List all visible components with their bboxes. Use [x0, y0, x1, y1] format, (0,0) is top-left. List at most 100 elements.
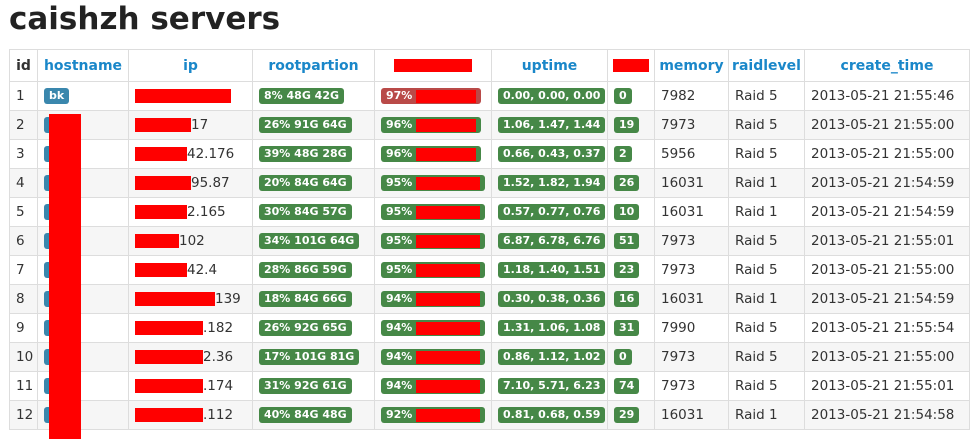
cell-disk: 95%: [374, 255, 492, 285]
cell-id: 7: [9, 255, 38, 285]
cell-rootpartion: 20% 84G 64G: [252, 168, 375, 198]
cell-id: 11: [9, 371, 38, 401]
cell-ip: 42.176: [128, 139, 253, 169]
disk-badge: 95%: [381, 204, 486, 220]
cell-memory: 7973: [654, 110, 729, 140]
cell-disk: 95%: [374, 168, 492, 198]
cell-rootpartion: 26% 91G 64G: [252, 110, 375, 140]
redaction-bar: [135, 205, 187, 219]
disk-badge: 94%: [381, 349, 486, 365]
procs-badge: 51: [614, 233, 640, 249]
cell-create-time: 2013-05-21 21:54:59: [804, 284, 970, 314]
cell-ip: .112: [128, 400, 253, 430]
redaction-bar: [416, 263, 481, 277]
cell-ip: 17: [128, 110, 253, 140]
header-ip[interactable]: ip: [128, 49, 253, 82]
cell-disk: 96%: [374, 139, 492, 169]
uptime-badge: 0.00, 0.00, 0.00: [498, 88, 606, 104]
cell-create-time: 2013-05-21 21:55:01: [804, 371, 970, 401]
cell-create-time: 2013-05-21 21:54:58: [804, 400, 970, 430]
cell-memory: 16031: [654, 284, 729, 314]
cell-raidlevel: Raid 1: [728, 197, 805, 227]
header-redacted-1[interactable]: [374, 49, 492, 82]
cell-procs: 16: [607, 284, 655, 314]
uptime-badge: 7.10, 5.71, 6.23: [498, 378, 606, 394]
redaction-bar: [416, 408, 481, 422]
cell-raidlevel: Raid 1: [728, 284, 805, 314]
uptime-badge: 0.30, 0.38, 0.36: [498, 291, 606, 307]
cell-raidlevel: Raid 5: [728, 226, 805, 256]
cell-raidlevel: Raid 5: [728, 255, 805, 285]
header-rootpartion[interactable]: rootpartion: [252, 49, 375, 82]
cell-raidlevel: Raid 1: [728, 168, 805, 198]
cell-uptime: 0.66, 0.43, 0.37: [491, 139, 608, 169]
redaction-bar: [135, 234, 179, 248]
uptime-badge: 0.66, 0.43, 0.37: [498, 146, 606, 162]
rootpartion-badge: 26% 92G 65G: [259, 320, 352, 336]
disk-badge: 96%: [381, 117, 482, 133]
cell-uptime: 1.18, 1.40, 1.51: [491, 255, 608, 285]
cell-memory: 16031: [654, 197, 729, 227]
rootpartion-badge: 20% 84G 64G: [259, 175, 352, 191]
cell-create-time: 2013-05-21 21:55:00: [804, 139, 970, 169]
cell-memory: 7973: [654, 255, 729, 285]
cell-hostname: bk: [37, 81, 129, 111]
cell-disk: 94%: [374, 313, 492, 343]
redaction-bar: [135, 350, 203, 364]
cell-create-time: 2013-05-21 21:55:00: [804, 110, 970, 140]
disk-badge: 96%: [381, 146, 482, 162]
redaction-bar: [135, 263, 187, 277]
cell-procs: 31: [607, 313, 655, 343]
header-raidlevel[interactable]: raidlevel: [728, 49, 805, 82]
cell-raidlevel: Raid 5: [728, 139, 805, 169]
redaction-bar: [135, 118, 191, 132]
cell-id: 6: [9, 226, 38, 256]
disk-badge: 94%: [381, 378, 486, 394]
header-uptime[interactable]: uptime: [491, 49, 608, 82]
cell-rootpartion: 31% 92G 61G: [252, 371, 375, 401]
cell-procs: 19: [607, 110, 655, 140]
cell-rootpartion: 26% 92G 65G: [252, 313, 375, 343]
header-id[interactable]: id: [9, 49, 38, 82]
page-title: caishzh servers: [9, 1, 281, 37]
table-row: 1 bk 8% 48G 42G 97% 0.00, 0.00, 0.00 0 7982 Ra…: [9, 81, 970, 111]
disk-badge: 95%: [381, 175, 486, 191]
rootpartion-badge: 31% 92G 61G: [259, 378, 352, 394]
cell-ip: .174: [128, 371, 253, 401]
redaction-bar: [416, 176, 481, 190]
header-memory[interactable]: memory: [654, 49, 729, 82]
uptime-badge: 6.87, 6.78, 6.76: [498, 233, 606, 249]
redaction-bar: [394, 59, 472, 72]
cell-disk: 96%: [374, 110, 492, 140]
header-create-time[interactable]: create_time: [804, 49, 970, 82]
cell-create-time: 2013-05-21 21:54:59: [804, 197, 970, 227]
rootpartion-badge: 8% 48G 42G: [259, 88, 345, 104]
disk-badge: 94%: [381, 291, 486, 307]
disk-badge: 94%: [381, 320, 486, 336]
cell-raidlevel: Raid 5: [728, 81, 805, 111]
uptime-badge: 0.86, 1.12, 1.02: [498, 349, 606, 365]
cell-memory: 7973: [654, 371, 729, 401]
redaction-bar: [416, 205, 481, 219]
cell-id: 12: [9, 400, 38, 430]
cell-memory: 5956: [654, 139, 729, 169]
rootpartion-badge: 18% 84G 66G: [259, 291, 352, 307]
hostname-link[interactable]: bk: [44, 88, 70, 104]
uptime-badge: 1.52, 1.82, 1.94: [498, 175, 606, 191]
redaction-bar: [416, 89, 477, 103]
procs-badge: 74: [614, 378, 640, 394]
cell-ip: 95.87: [128, 168, 253, 198]
header-hostname[interactable]: hostname: [37, 49, 129, 82]
cell-memory: 7973: [654, 226, 729, 256]
redaction-bar: [135, 408, 203, 422]
cell-rootpartion: 17% 101G 81G: [252, 342, 375, 372]
procs-badge: 0: [614, 349, 632, 365]
cell-uptime: 0.30, 0.38, 0.36: [491, 284, 608, 314]
header-redacted-2[interactable]: [607, 49, 655, 82]
uptime-badge: 1.18, 1.40, 1.51: [498, 262, 606, 278]
cell-procs: 2: [607, 139, 655, 169]
